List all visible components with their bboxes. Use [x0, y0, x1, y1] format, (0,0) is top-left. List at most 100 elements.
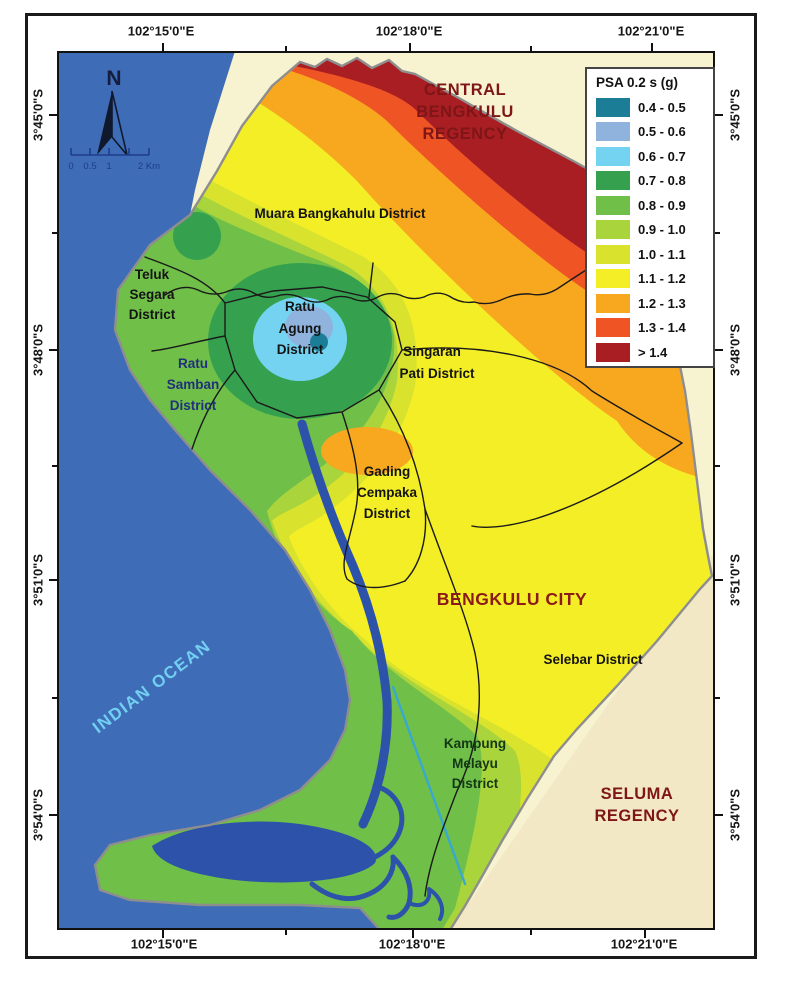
legend-swatch: [596, 342, 630, 362]
axis-label-right-4: 3°54'0"S: [727, 788, 743, 842]
boundary: [424, 508, 480, 897]
legend-item-label: 1.3 - 1.4: [638, 320, 686, 336]
boundary: [151, 335, 226, 352]
tick-mark: [409, 43, 411, 51]
legend-item: 1.3 - 1.4: [596, 316, 713, 341]
tick-mark: [49, 114, 57, 116]
map-frame: [57, 51, 715, 930]
legend-title: PSA 0.2 s (g): [596, 75, 679, 90]
legend-swatch: [596, 195, 630, 215]
tick-mark: [715, 814, 723, 816]
legend-item: 1.0 - 1.1: [596, 242, 713, 267]
ratu-samban-label: District: [170, 398, 217, 413]
tick-mark: [715, 349, 723, 351]
legend-item: 0.6 - 0.7: [596, 144, 713, 169]
legend-swatch: [596, 220, 630, 240]
central-bengkulu-label: REGENCY: [422, 125, 507, 143]
north-arrow-right: [111, 90, 128, 156]
seluma-label: REGENCY: [594, 807, 679, 825]
legend-item: > 1.4: [596, 340, 713, 365]
tick-mark: [715, 232, 720, 234]
axis-label-top-1: 102°15'0"E: [127, 23, 195, 39]
tick-mark: [162, 930, 164, 938]
legend-item-label: 0.9 - 1.0: [638, 222, 686, 238]
axis-label-left-1: 3°45'0"S: [30, 88, 46, 142]
tick-mark: [285, 46, 287, 51]
kampung-melayu-label: Kampung: [444, 736, 506, 751]
city-boundary: [93, 56, 715, 930]
bengkulu-city-label: BENGKULU CITY: [437, 589, 587, 609]
tick-mark: [52, 465, 57, 467]
coastal-river: [297, 419, 392, 829]
axis-label-top-3: 102°21'0"E: [617, 23, 685, 39]
legend-item-label: 0.5 - 0.6: [638, 124, 686, 140]
muara-bangkahulu-label: Muara Bangkahulu District: [254, 206, 426, 221]
north-label: N: [106, 67, 121, 90]
legend-swatch: [596, 171, 630, 191]
boundary: [378, 389, 427, 582]
tick-mark: [412, 930, 414, 938]
scale-label: 0: [68, 161, 73, 172]
river-arm: [372, 783, 405, 860]
tick-mark: [49, 814, 57, 816]
legend-swatch: [596, 318, 630, 338]
legend-item-label: 1.0 - 1.1: [638, 246, 686, 262]
legend-item: 0.9 - 1.0: [596, 218, 713, 243]
north-arrow-left: [97, 91, 112, 155]
axis-label-bottom-1: 102°15'0"E: [130, 936, 198, 952]
boundary: [401, 347, 683, 444]
river-arm: [407, 887, 445, 921]
canal: [391, 685, 467, 886]
central-bengkulu-label: CENTRAL: [424, 81, 506, 99]
axis-label-right-1: 3°45'0"S: [727, 88, 743, 142]
district-boundaries: [144, 255, 683, 897]
ratu-samban-label: Samban: [167, 377, 220, 392]
tick-mark: [644, 930, 646, 938]
tick-mark: [285, 930, 287, 935]
legend-swatch: [596, 244, 630, 264]
boundary: [191, 369, 236, 450]
north-arrow-icon: N: [97, 67, 128, 156]
legend-item-label: 0.6 - 0.7: [638, 148, 686, 164]
tick-mark: [715, 465, 720, 467]
tick-mark: [530, 930, 532, 935]
legend-item: 0.5 - 0.6: [596, 120, 713, 145]
scale-label: 2 Km: [138, 161, 160, 172]
band-1-2-1-3-gading: [321, 427, 413, 475]
river-boundary: [164, 255, 670, 305]
axis-label-top-2: 102°18'0"E: [375, 23, 443, 39]
legend-item: 0.4 - 0.5: [596, 95, 713, 120]
seluma-label: SELUMA: [601, 785, 674, 803]
boundary: [368, 262, 374, 298]
legend-swatch: [596, 97, 630, 117]
tick-mark: [715, 114, 723, 116]
legend-item: 0.7 - 0.8: [596, 169, 713, 194]
river-arm: [309, 854, 396, 902]
kampung-melayu-label: Melayu: [452, 756, 498, 771]
gading-cempaka-label: Gading: [364, 464, 411, 479]
ratu-samban-label: Ratu: [178, 356, 208, 371]
legend-item: 1.1 - 1.2: [596, 267, 713, 292]
tick-mark: [651, 43, 653, 51]
tick-mark: [49, 579, 57, 581]
legend-swatch: [596, 269, 630, 289]
tick-mark: [715, 697, 720, 699]
teluk-segara-label: Teluk: [135, 267, 170, 282]
kampung-melayu-label: District: [452, 776, 499, 791]
scale-bar: 0 0.5 1 2 Km: [68, 148, 160, 172]
gading-cempaka-label: District: [364, 506, 411, 521]
boundary: [144, 256, 226, 304]
axis-label-bottom-2: 102°18'0"E: [378, 936, 446, 952]
ratu-agung-label: Ratu: [285, 299, 315, 314]
tick-mark: [52, 232, 57, 234]
scale-label: 0.5: [83, 161, 96, 172]
legend-item: 0.8 - 0.9: [596, 193, 713, 218]
selebar-label: Selebar District: [543, 652, 643, 667]
central-bengkulu-label: BENGKULU: [416, 103, 514, 121]
gading-cempaka-label: Cempaka: [357, 485, 418, 500]
ratu-agung-label: District: [277, 342, 324, 357]
axis-label-right-2: 3°48'0"S: [727, 323, 743, 377]
axis-label-bottom-3: 102°21'0"E: [610, 936, 678, 952]
legend-item: 1.2 - 1.3: [596, 291, 713, 316]
band-0-4-0-5: [310, 333, 328, 351]
